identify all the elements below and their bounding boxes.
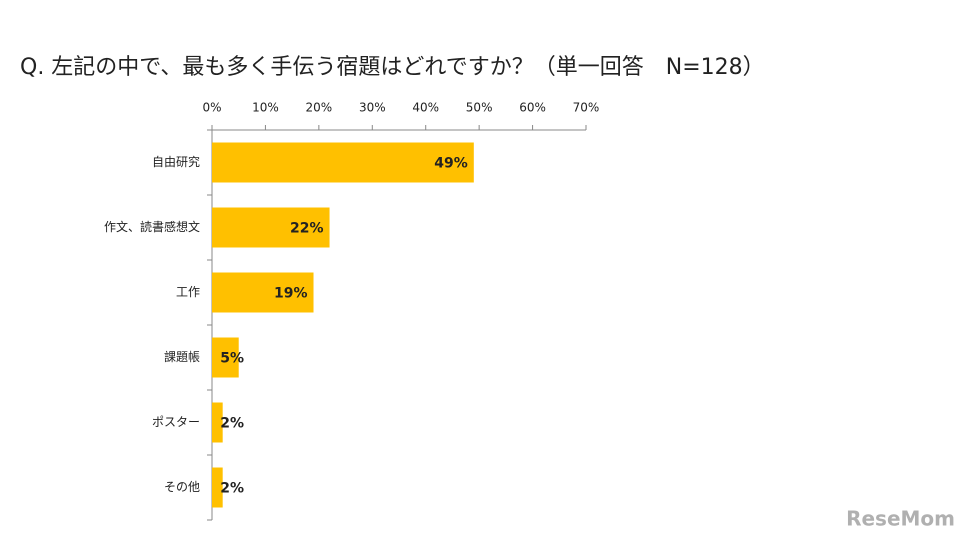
category-label: 工作 (176, 285, 200, 299)
x-tick-label: 0% (202, 101, 221, 115)
category-label: 作文、読書感想文 (104, 219, 200, 234)
category-label: ポスター (152, 415, 200, 429)
value-label: 49% (434, 156, 468, 172)
bar (212, 142, 474, 183)
chart-title: Q. 左記の中で、最も多く手伝う宿題はどれですか？（単一回答 N=128） (20, 55, 765, 80)
watermark: ReseMom (846, 507, 955, 531)
bar (212, 337, 239, 378)
bar (212, 207, 330, 248)
value-label: 2% (220, 416, 244, 432)
bar (212, 402, 223, 443)
value-label: 2% (220, 481, 244, 497)
bar (212, 467, 223, 508)
x-tick-label: 10% (252, 101, 279, 115)
category-label: その他 (164, 480, 200, 494)
value-label: 19% (274, 286, 308, 302)
x-tick-label: 70% (573, 101, 600, 115)
value-label: 5% (220, 351, 244, 367)
x-tick-label: 50% (466, 101, 493, 115)
value-label: 22% (290, 221, 324, 237)
category-label: 自由研究 (152, 154, 200, 169)
category-label: 課題帳 (164, 349, 200, 364)
x-tick-label: 40% (412, 101, 439, 115)
x-tick-label: 30% (359, 101, 386, 115)
x-tick-label: 20% (306, 101, 333, 115)
x-tick-label: 60% (519, 101, 546, 115)
bar (212, 272, 314, 313)
